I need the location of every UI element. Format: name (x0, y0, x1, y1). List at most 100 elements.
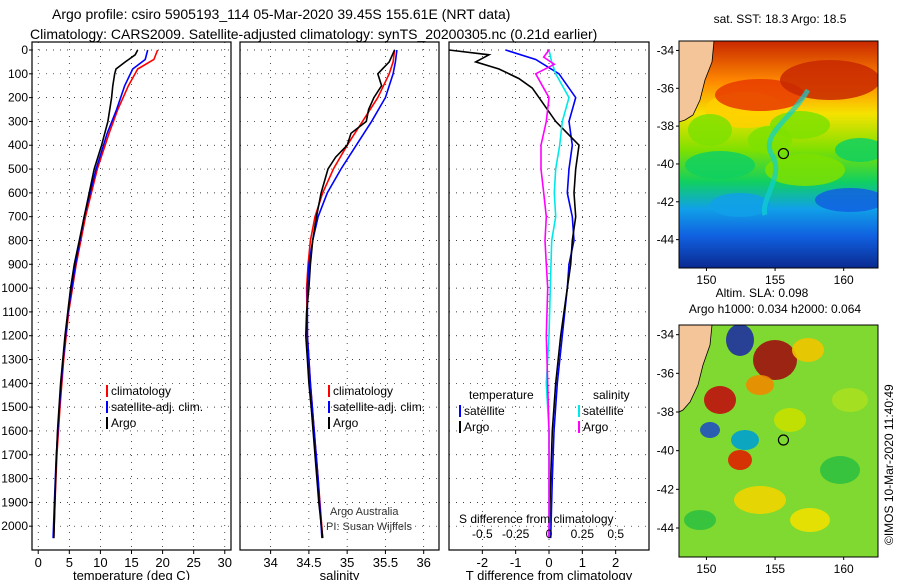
difference-top-axis-label: S difference from climatology (459, 512, 614, 526)
salinity-xtick-label: 34 (263, 555, 277, 570)
salinity-series-argo (304, 49, 396, 539)
difference-top-tick-label: -0.5 (472, 527, 493, 541)
depth-tick-label: 1800 (1, 472, 28, 486)
difference-legend-entry: Argo (464, 420, 490, 434)
lat-tick-label: -36 (657, 366, 675, 380)
lat-tick-label: -44 (657, 233, 675, 247)
salinity-legend-entry: satellite-adj. clim. (333, 400, 425, 414)
sla-feature (704, 386, 736, 414)
depth-tick-label: 1300 (1, 353, 28, 367)
difference-series-temperature-satellite (505, 49, 577, 539)
sst-feature (780, 60, 878, 100)
depth-tick-label: 900 (8, 257, 28, 271)
sla-feature (820, 456, 860, 484)
panel-temperature: 0 5 10 15 20 25 30 temperature (deg C) 0 100 200 30… (1, 41, 232, 580)
depth-tick-label: 100 (8, 67, 28, 81)
difference-legend-swatch (578, 405, 580, 417)
sst-feature (710, 193, 770, 217)
salinity-legend-swatch (328, 401, 330, 413)
salinity-legend-entry: Argo (333, 416, 359, 430)
temperature-legend-entry: satellite-adj. clim. (111, 400, 203, 414)
lon-tick-label: 150 (696, 273, 716, 287)
lon-tick-label: 150 (696, 562, 716, 576)
sla-feature (734, 486, 786, 514)
temperature-legend-entry: climatology (111, 384, 171, 398)
difference-legend-swatch (459, 421, 461, 433)
float-position-marker (777, 147, 790, 160)
salinity-xlabel: salinity (320, 568, 360, 580)
sla-feature (792, 338, 824, 362)
temperature-xtick-label: 30 (218, 555, 232, 570)
temperature-legend-swatch (106, 385, 108, 397)
lat-tick-label: -42 (657, 482, 675, 496)
difference-legend-title-salinity: salinity (593, 388, 630, 402)
sla-feature (832, 388, 868, 412)
credit-annotation-2: PI: Susan Wijffels (326, 521, 412, 533)
depth-tick-label: 200 (8, 91, 28, 105)
lat-tick-label: -34 (657, 43, 675, 57)
sst-feature (688, 114, 732, 146)
map-sst_map: -34 -36 -38 -40 -42 -44 150 155 160 sat. SST: 18.… (657, 12, 879, 287)
temperature-series-argo (53, 49, 139, 539)
difference-top-tick-label: -0.25 (502, 527, 530, 541)
difference-series-salinity-Argo (534, 49, 556, 539)
lon-tick-label: 160 (834, 273, 854, 287)
difference-top-tick-label: 0.25 (571, 527, 595, 541)
depth-tick-label: 2000 (1, 519, 28, 533)
salinity-legend-swatch (328, 417, 330, 429)
sla-feature (684, 510, 716, 530)
sst-feature (685, 151, 755, 179)
lat-tick-label: -38 (657, 119, 675, 133)
sst-feature (835, 138, 878, 162)
salinity-series-satellite-adj-clim- (306, 49, 398, 539)
sst-feature (815, 188, 878, 212)
temperature-xlabel: temperature (deg C) (73, 568, 190, 580)
sla-feature (731, 430, 759, 450)
difference-xlabel: T difference from climatology (466, 568, 633, 580)
salinity-xtick-label: 34.5 (296, 555, 321, 570)
lat-tick-label: -36 (657, 81, 675, 95)
sla_map-frame (678, 324, 879, 558)
sst_map-field (679, 41, 878, 268)
depth-tick-label: 1000 (1, 281, 28, 295)
panel-difference: -2 -1 0 1 2T difference from climatology S di… (448, 41, 650, 580)
difference-xtick-label: -2 (477, 555, 489, 570)
temperature-xtick-label: 10 (93, 555, 107, 570)
temperature-legend-entry: Argo (111, 416, 137, 430)
sla-feature (753, 340, 797, 380)
lat-tick-label: -40 (657, 444, 675, 458)
title-line-1: Argo profile: csiro 5905193_114 05-Mar-2… (52, 6, 511, 22)
salinity-xtick-label: 36 (416, 555, 430, 570)
lat-tick-label: -40 (657, 157, 675, 171)
sst_map-frame (678, 40, 879, 269)
credit-annotation-1: Argo Australia (330, 506, 399, 518)
depth-tick-label: 1200 (1, 329, 28, 343)
depth-tick-label: 1100 (2, 305, 28, 319)
depth-tick-label: 1900 (1, 495, 28, 509)
depth-tick-label: 400 (8, 138, 28, 152)
sla-feature (728, 450, 752, 470)
depth-tick-label: 600 (8, 186, 28, 200)
temperature-xtick-label: 0 (35, 555, 42, 570)
temperature-legend-swatch (106, 417, 108, 429)
difference-legend-swatch (459, 405, 461, 417)
difference-xtick-label: -1 (510, 555, 522, 570)
depth-tick-label: 1500 (1, 400, 28, 414)
difference-legend-entry: satellite (464, 404, 505, 418)
difference-top-tick-label: 0.5 (607, 527, 624, 541)
sla-feature (726, 325, 754, 356)
temperature-xtick-label: 20 (155, 555, 169, 570)
depth-tick-label: 300 (8, 114, 28, 128)
imos-credit: ©IMOS 10-Mar-2020 11:40:49 (882, 384, 896, 545)
salinity-frame (239, 41, 440, 551)
lat-tick-label: -42 (657, 195, 675, 209)
difference-series-temperature-Argo (448, 49, 580, 539)
difference-xtick-label: 0 (545, 555, 552, 570)
sla-map-title-2: Argo h1000: 0.034 h2000: 0.064 (689, 302, 861, 316)
lon-tick-label: 155 (765, 562, 785, 576)
difference-legend-title-temperature: temperature (469, 388, 534, 402)
sst-feature (715, 79, 805, 111)
land-mass (679, 325, 713, 413)
